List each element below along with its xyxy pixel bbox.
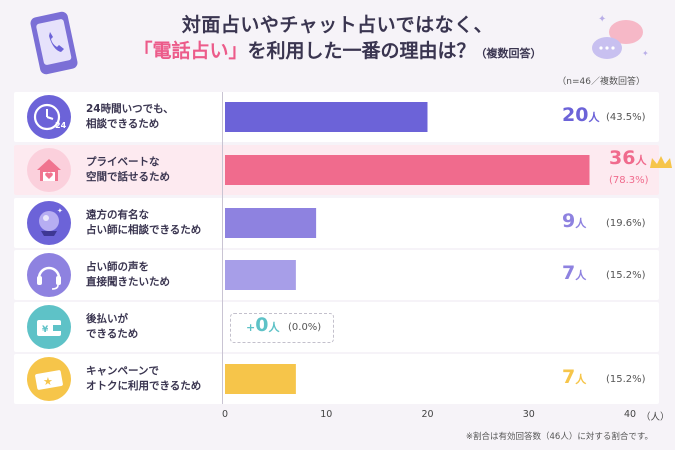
wallet-yen-icon: ¥	[27, 305, 71, 349]
crown-icon	[650, 156, 672, 168]
zero-value-box	[230, 313, 334, 343]
svg-text:✦: ✦	[57, 207, 63, 215]
percent-label-4: (15.2%)	[606, 270, 646, 281]
percent-label-6: (15.2%)	[606, 374, 646, 385]
row-bg-5	[14, 302, 659, 352]
row-bg-6	[14, 354, 659, 404]
chart-title-rest: を利用した一番の理由は？	[247, 40, 476, 62]
y-axis-line	[222, 92, 223, 404]
value-label-4: 7人	[562, 262, 587, 284]
value-label-3: 9人	[562, 210, 587, 232]
chart-title-line1: 対面占いやチャット占いではなく、	[181, 14, 494, 36]
category-label-5: 後払いが できるため	[86, 313, 139, 340]
svg-text:¥: ¥	[42, 325, 49, 335]
clock-24-icon: 24	[27, 95, 71, 139]
x-tick-label: 30	[522, 409, 535, 420]
chart-title-highlight: 「電話占い」	[133, 40, 248, 62]
x-tick-label: 10	[320, 409, 333, 420]
category-label-4: 占い師の声を 直接聞きたいため	[86, 261, 170, 288]
percent-label-5: (0.0%)	[288, 322, 322, 333]
chart-title-line2: 「電話占い」を利用した一番の理由は？（複数回答）	[0, 36, 675, 63]
x-tick-label: 40	[623, 409, 637, 420]
percent-label-3: (19.6%)	[606, 218, 646, 229]
category-label-1: 24時間いつでも、 相談できるため	[86, 103, 174, 130]
svg-text:24: 24	[55, 121, 67, 130]
row-bg-3	[14, 198, 659, 248]
value-label-2: 36人	[609, 147, 647, 169]
bar-2	[225, 155, 590, 185]
percent-label-1: (43.5%)	[606, 112, 646, 123]
bar-3	[225, 208, 317, 238]
bar-6	[225, 364, 296, 394]
x-tick-label: 0	[221, 409, 229, 420]
category-label-2: プライベートな 空間で話せるため	[86, 156, 170, 183]
footnote: ※割合は有効回答数（46人）に対する割合です。	[465, 432, 653, 442]
value-label-1: 20人	[562, 104, 600, 126]
value-label-6: 7人	[562, 366, 587, 388]
x-tick-label: 20	[421, 409, 434, 420]
category-label-6: キャンペーンで オトクに利用できるため	[86, 365, 202, 392]
bar-1	[225, 102, 428, 132]
headset-icon	[27, 253, 71, 297]
sample-note: （n=46／複数回答）	[557, 77, 645, 87]
svg-text:★: ★	[43, 375, 53, 388]
ticket-star-icon: ★	[27, 357, 71, 401]
bar-4	[225, 260, 296, 290]
category-label-3: 遠方の有名な 占い師に相談できるため	[86, 209, 202, 236]
row-bg-4	[14, 250, 659, 300]
crystal-ball-icon: ✦	[27, 201, 71, 245]
percent-label-2: (78.3%)	[609, 175, 649, 186]
value-label-5: +0人	[246, 314, 280, 336]
chart-title-note: （複数回答）	[475, 47, 542, 60]
x-axis-unit: （人）	[641, 412, 670, 423]
house-heart-icon	[27, 148, 71, 192]
